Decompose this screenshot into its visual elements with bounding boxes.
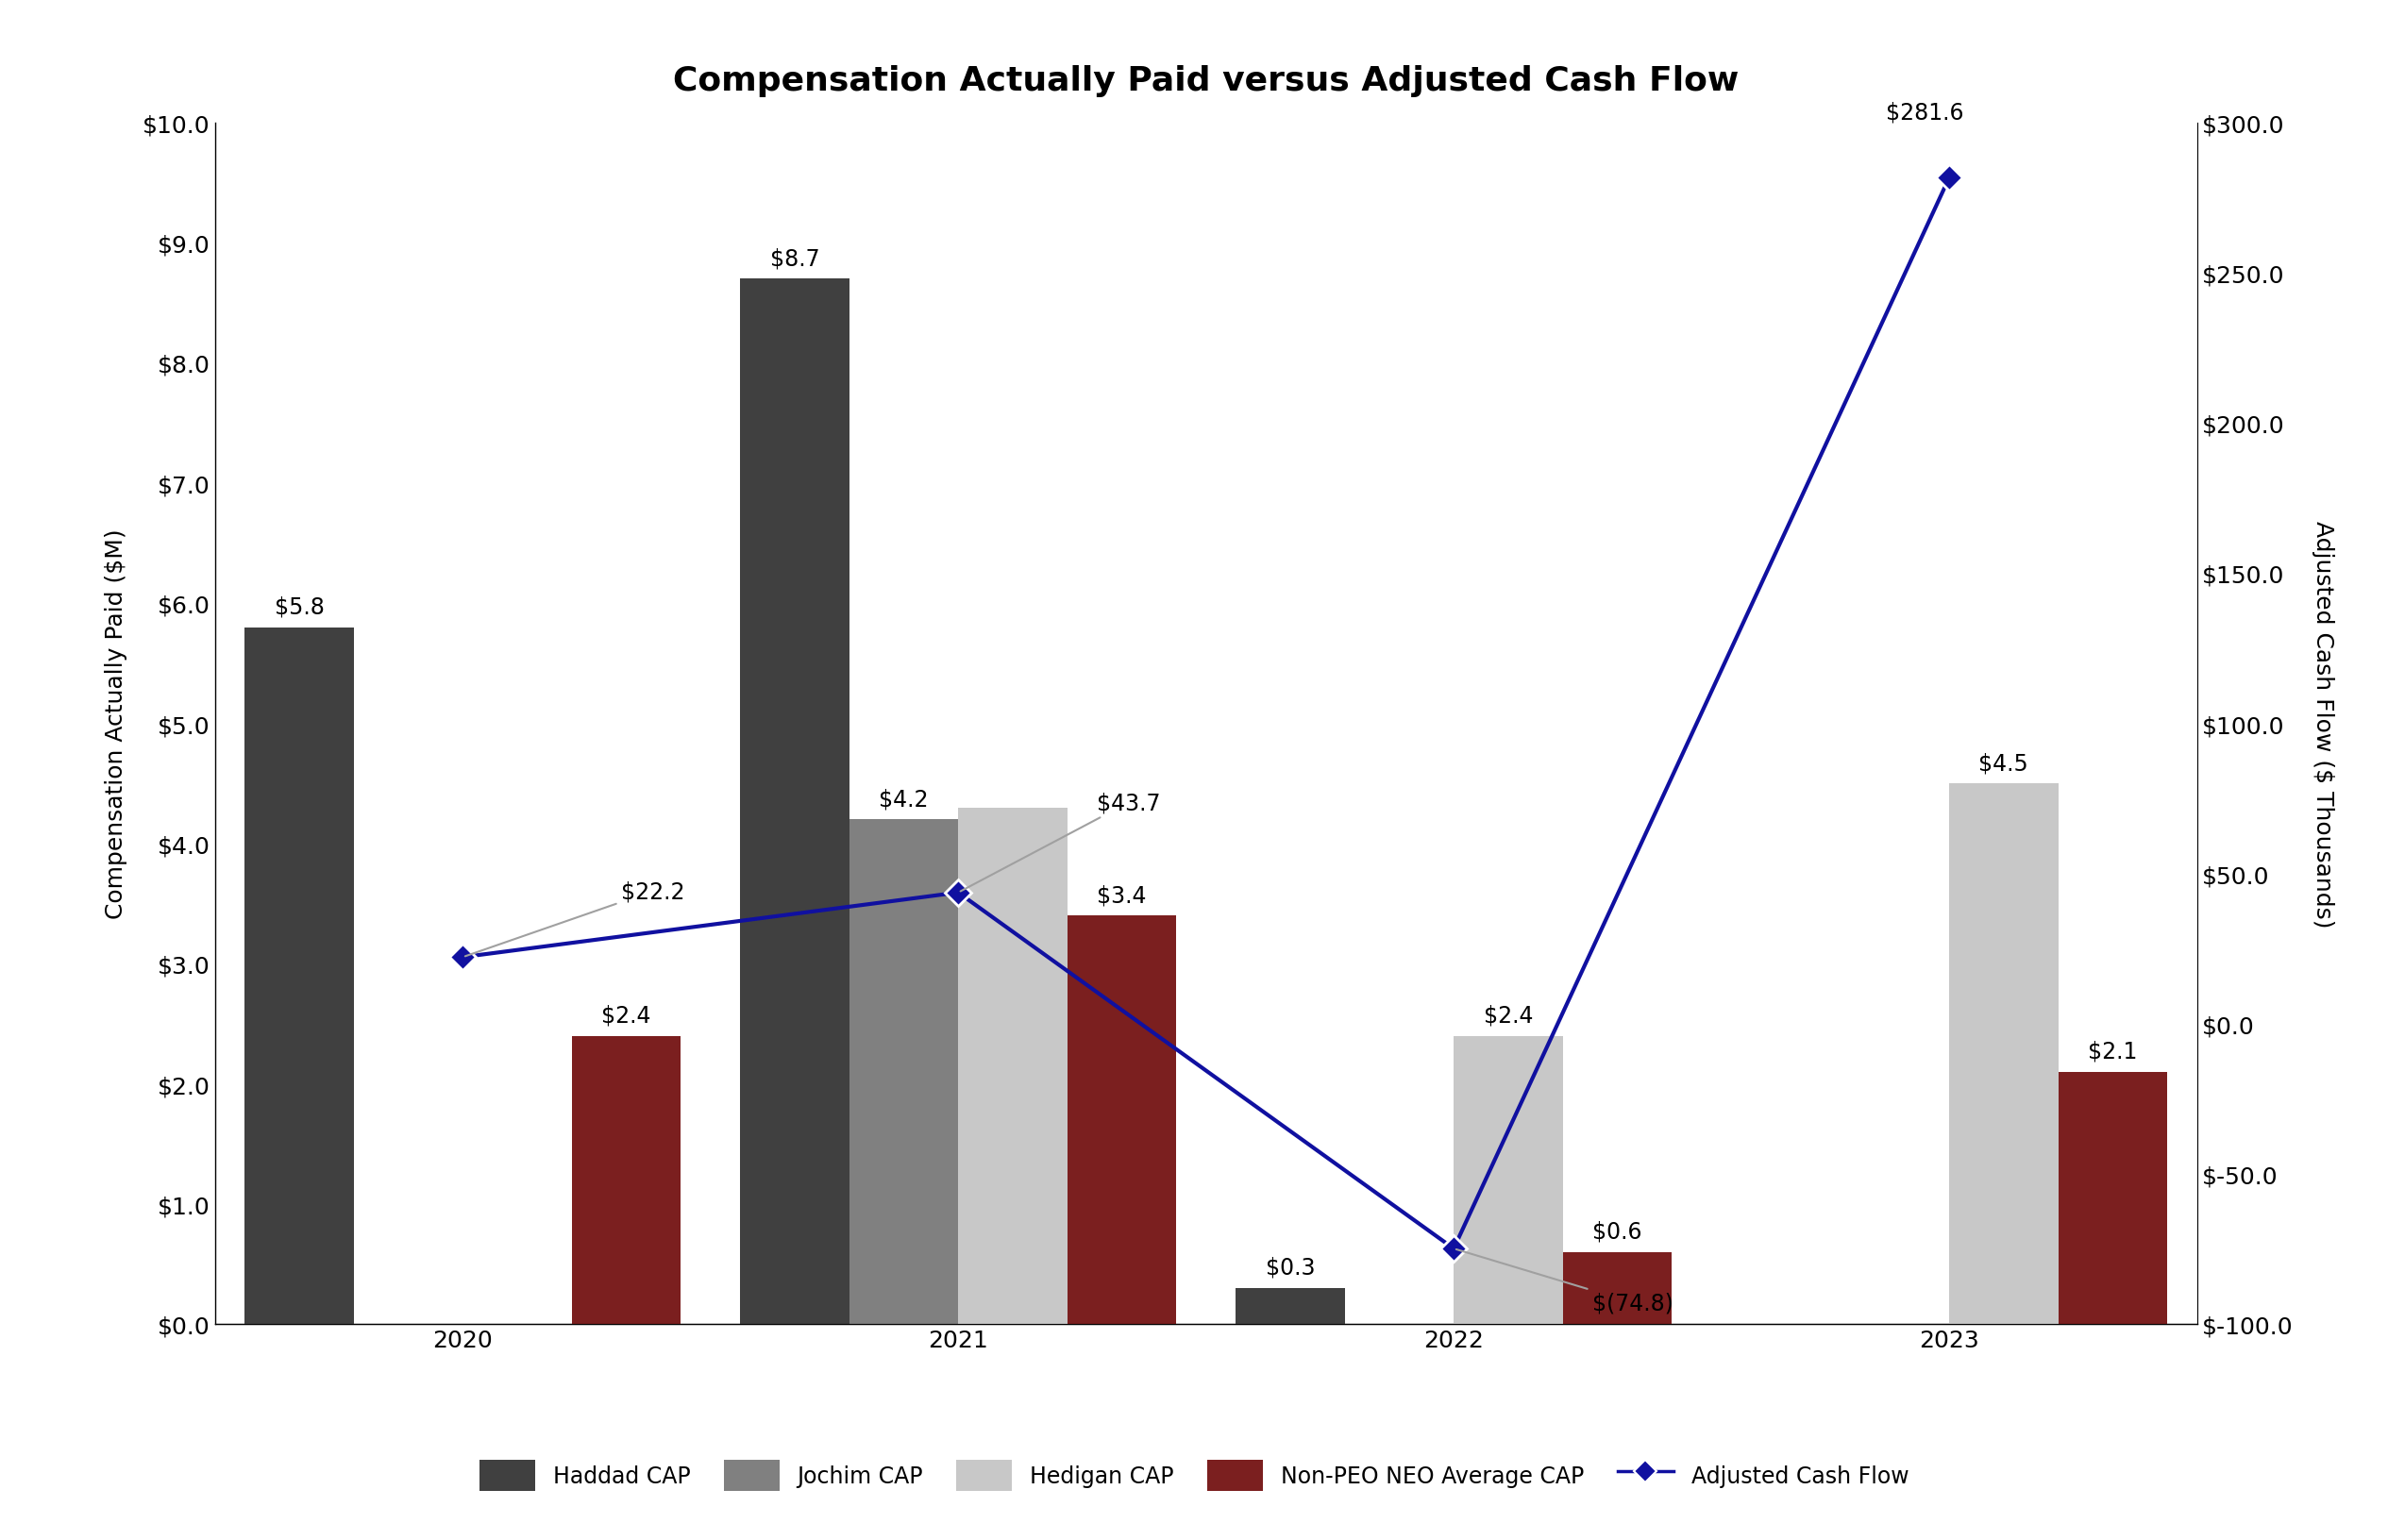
Bar	[850, 819, 958, 1324]
Text: $2.1: $2.1	[2087, 1040, 2137, 1063]
Bar	[1454, 1036, 1562, 1324]
Text: $281.6: $281.6	[1887, 102, 1963, 125]
Text: $8.7: $8.7	[769, 246, 819, 269]
Bar	[1949, 784, 2058, 1324]
Text: $43.7: $43.7	[960, 792, 1161, 892]
Bar	[571, 1036, 681, 1324]
Text: $3.4: $3.4	[1096, 884, 1146, 907]
Y-axis label: Adjusted Cash Flow ($ Thousands): Adjusted Cash Flow ($ Thousands)	[2312, 521, 2333, 927]
Text: $0.6: $0.6	[1593, 1220, 1643, 1243]
Text: $0.3: $0.3	[1266, 1257, 1316, 1278]
Text: $5.8: $5.8	[275, 596, 325, 618]
Text: $4.5: $4.5	[1980, 752, 2027, 775]
Legend: Haddad CAP, Jochim CAP, Hedigan CAP, Non-PEO NEO Average CAP, Adjusted Cash Flow: Haddad CAP, Jochim CAP, Hedigan CAP, Non…	[456, 1437, 1932, 1514]
Text: $2.4: $2.4	[602, 1004, 652, 1027]
Bar	[244, 628, 353, 1324]
Bar	[2058, 1072, 2168, 1324]
Text: $(74.8): $(74.8)	[1457, 1249, 1674, 1314]
Text: $2.4: $2.4	[1483, 1004, 1533, 1027]
Bar	[1562, 1252, 1672, 1324]
Text: $22.2: $22.2	[466, 879, 685, 956]
Title: Compensation Actually Paid versus Adjusted Cash Flow: Compensation Actually Paid versus Adjust…	[673, 65, 1738, 97]
Bar	[1235, 1289, 1344, 1324]
Bar	[1067, 916, 1177, 1324]
Bar	[740, 279, 850, 1324]
Bar	[958, 808, 1067, 1324]
Text: $4.2: $4.2	[879, 787, 929, 810]
Y-axis label: Compensation Actually Paid ($M): Compensation Actually Paid ($M)	[105, 528, 127, 919]
